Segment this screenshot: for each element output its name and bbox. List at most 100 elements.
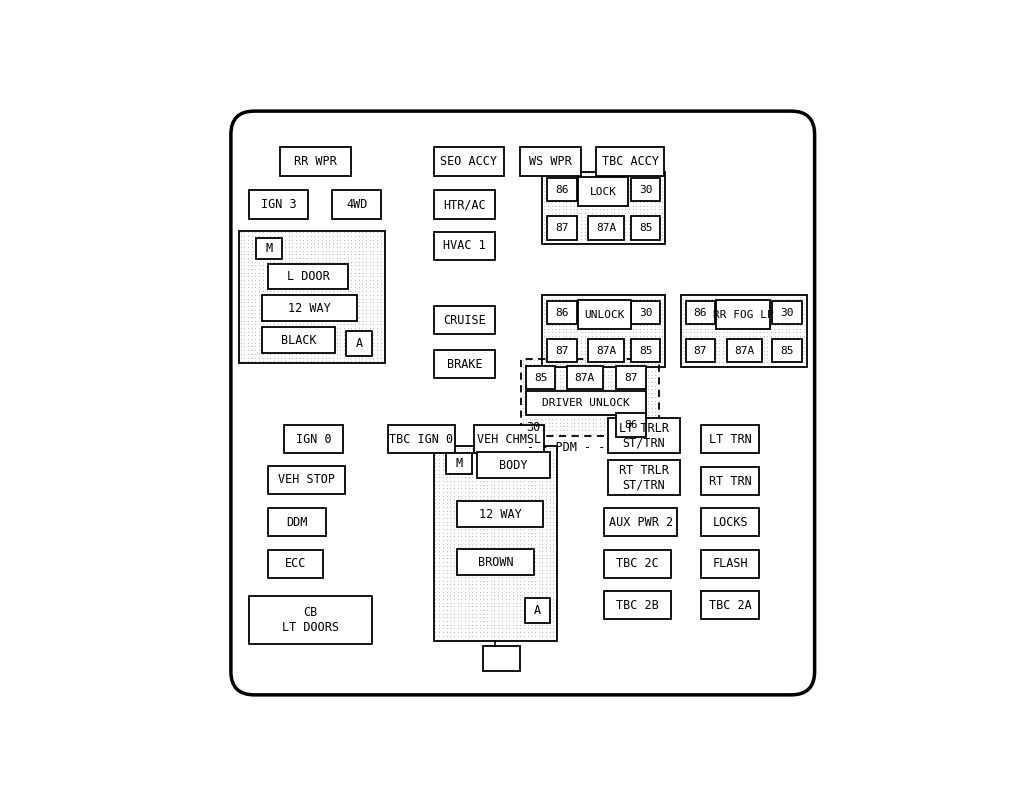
Text: ECC: ECC [284, 558, 306, 571]
Text: 87: 87 [693, 346, 706, 356]
Bar [615, 413, 645, 437]
Text: TBC 2C: TBC 2C [615, 558, 658, 571]
Text: 12 WAY: 12 WAY [288, 302, 331, 315]
Bar [262, 327, 334, 354]
Bar [700, 508, 758, 536]
Text: VEH STOP: VEH STOP [277, 473, 334, 486]
Bar [249, 191, 308, 219]
Bar [482, 646, 519, 671]
Bar [267, 550, 323, 578]
Bar [547, 178, 577, 201]
Bar [262, 295, 357, 322]
Text: IGN 0: IGN 0 [296, 433, 331, 446]
Text: 87A: 87A [596, 223, 615, 233]
Text: 85: 85 [638, 223, 652, 233]
Bar [604, 591, 671, 619]
Bar [433, 191, 494, 219]
Text: M: M [265, 242, 272, 255]
Bar [526, 391, 645, 415]
Text: HTR/AC: HTR/AC [442, 198, 485, 211]
Bar [771, 301, 801, 324]
Text: LOCKS: LOCKS [711, 516, 747, 529]
Text: FLASH: FLASH [711, 558, 747, 571]
Bar [445, 453, 471, 474]
Bar [771, 339, 801, 362]
Bar [615, 366, 645, 389]
Text: 30: 30 [526, 421, 539, 434]
Text: CRUISE: CRUISE [442, 314, 485, 326]
Text: RT TRN: RT TRN [708, 475, 751, 488]
Text: 87: 87 [554, 346, 569, 356]
Bar [473, 425, 544, 453]
Text: UNLOCK: UNLOCK [584, 310, 624, 319]
Text: 4WD: 4WD [345, 198, 367, 211]
Bar [256, 238, 281, 259]
Text: BROWN: BROWN [478, 555, 513, 569]
Text: 85: 85 [533, 373, 547, 383]
Bar [596, 148, 663, 176]
Bar [457, 501, 542, 527]
Text: DRIVER UNLOCK: DRIVER UNLOCK [541, 398, 629, 408]
Bar [607, 418, 680, 453]
Text: 87: 87 [624, 373, 637, 383]
Text: 87A: 87A [596, 346, 615, 356]
Text: TBC 2B: TBC 2B [615, 598, 658, 611]
Text: IGN 3: IGN 3 [261, 198, 297, 211]
Bar [519, 148, 581, 176]
Bar [700, 591, 758, 619]
Bar [604, 550, 671, 578]
Bar [631, 301, 659, 324]
Text: VEH CHMSL: VEH CHMSL [477, 433, 540, 446]
Bar [700, 550, 758, 578]
Bar [268, 263, 347, 290]
Text: TBC 2A: TBC 2A [708, 598, 751, 611]
Bar [578, 300, 631, 329]
Bar [433, 350, 494, 378]
Bar [433, 231, 494, 260]
Bar [280, 148, 351, 176]
Bar [346, 331, 372, 356]
Text: 87A: 87A [734, 346, 754, 356]
Bar [607, 460, 680, 495]
Text: LOCK: LOCK [589, 187, 616, 196]
Bar [700, 425, 758, 453]
Bar [685, 301, 714, 324]
Text: LT TRN: LT TRN [708, 433, 751, 446]
Bar [267, 466, 344, 494]
Bar [433, 306, 494, 334]
Text: BODY: BODY [498, 459, 527, 472]
Bar [547, 216, 577, 239]
Text: 30: 30 [638, 185, 652, 195]
Text: BLACK: BLACK [280, 334, 316, 347]
Text: 85: 85 [780, 346, 793, 356]
Bar [521, 359, 658, 436]
Bar [631, 178, 659, 201]
Text: BRAKE: BRAKE [446, 358, 482, 371]
Text: 86: 86 [554, 185, 569, 195]
Text: LT TRLR
ST/TRN: LT TRLR ST/TRN [619, 422, 668, 450]
Text: L DOOR: L DOOR [286, 270, 329, 283]
Text: 87: 87 [554, 223, 569, 233]
Bar [387, 425, 454, 453]
Bar [700, 467, 758, 495]
Bar [526, 366, 554, 389]
Text: SEO ACCY: SEO ACCY [440, 155, 497, 168]
Bar [267, 508, 326, 536]
Text: 87A: 87A [574, 373, 594, 383]
Text: 85: 85 [638, 346, 652, 356]
Bar [727, 339, 761, 362]
Text: WS WPR: WS WPR [529, 155, 572, 168]
Bar [715, 300, 769, 329]
Text: RT TRLR
ST/TRN: RT TRLR ST/TRN [619, 464, 668, 492]
Bar [567, 366, 602, 389]
Bar [547, 339, 577, 362]
Bar [588, 216, 624, 239]
Text: AUX PWR 2: AUX PWR 2 [608, 516, 673, 529]
Text: TBC ACCY: TBC ACCY [601, 155, 658, 168]
Bar [542, 294, 664, 367]
Text: - - PDM - -: - - PDM - - [526, 441, 604, 454]
Bar [542, 172, 664, 244]
Text: A: A [533, 604, 540, 617]
Bar [249, 596, 372, 644]
Text: 12 WAY: 12 WAY [478, 508, 521, 521]
